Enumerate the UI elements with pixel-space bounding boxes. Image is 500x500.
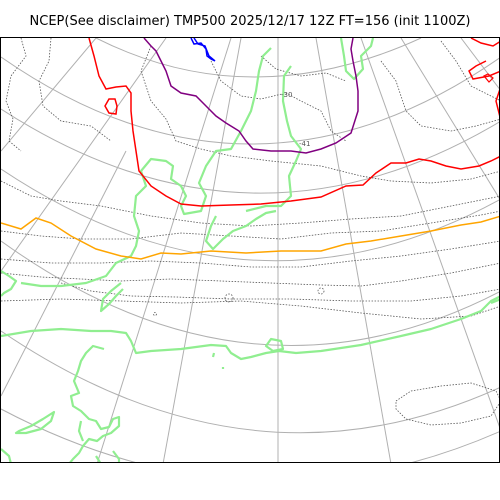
map-frame[interactable]: -41 -30 (0, 37, 500, 463)
map-title: NCEP(See disclaimer) TMP500 2025/12/17 1… (29, 14, 471, 29)
isotherm-red-upper (495, 89, 499, 117)
isotherm-red-cell (468, 60, 499, 80)
isotherm-red-loop (104, 98, 118, 115)
weather-map: -41 -30 (1, 38, 499, 462)
contour-label: -30 (281, 91, 292, 99)
isotherm-purple (143, 38, 359, 154)
isotherm-blue (190, 38, 216, 62)
height-contours (1, 38, 499, 426)
isotherm-orange (1, 215, 499, 260)
isotherm-red-loop-2 (483, 73, 494, 83)
contour-label: -41 (299, 140, 310, 148)
isotherm-red (88, 38, 499, 207)
latitude-lines (1, 38, 499, 462)
coastlines (1, 38, 499, 462)
isotherm-red-corner (470, 38, 499, 47)
